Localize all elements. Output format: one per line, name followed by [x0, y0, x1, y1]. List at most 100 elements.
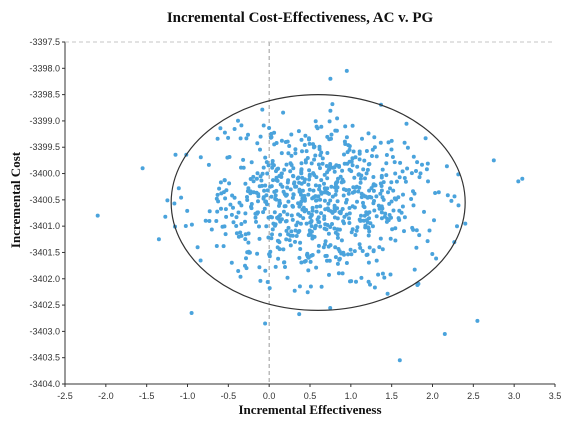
scatter-point	[425, 239, 430, 244]
scatter-point	[316, 162, 321, 167]
scatter-point	[257, 236, 262, 241]
scatter-point	[358, 176, 363, 181]
scatter-point	[265, 171, 270, 176]
scatter-point	[339, 180, 344, 185]
scatter-point	[237, 200, 242, 205]
scatter-point	[455, 224, 459, 229]
scatter-point	[319, 284, 324, 289]
scatter-point	[353, 233, 358, 237]
scatter-point	[332, 165, 337, 170]
scatter-point	[334, 188, 339, 193]
scatter-point	[300, 175, 305, 180]
scatter-point	[367, 162, 372, 166]
scatter-point	[326, 201, 331, 206]
scatter-point	[254, 219, 258, 224]
x-tick-label: 1.0	[345, 391, 358, 401]
scatter-point	[341, 193, 346, 198]
scatter-point	[312, 144, 317, 149]
scatter-point	[296, 129, 301, 134]
scatter-point	[271, 178, 275, 183]
x-tick-label: 3.0	[508, 391, 521, 401]
scatter-point	[378, 140, 383, 145]
scatter-point	[371, 248, 376, 253]
scatter-point	[325, 223, 330, 227]
scatter-point	[260, 107, 265, 112]
scatter-point	[264, 193, 269, 198]
scatter-point	[361, 204, 366, 209]
scatter-point	[371, 175, 376, 179]
scatter-point	[333, 128, 338, 133]
scatter-point	[185, 208, 190, 213]
scatter-point	[317, 184, 322, 188]
scatter-point	[354, 228, 359, 233]
scatter-point	[263, 183, 268, 188]
y-tick-label: -3403.5	[29, 353, 60, 363]
scatter-point	[347, 167, 352, 172]
scatter-point	[272, 130, 277, 135]
scatter-point	[344, 200, 348, 205]
scatter-point	[173, 152, 178, 157]
scatter-point	[172, 201, 177, 206]
scatter-point	[369, 195, 374, 200]
y-tick-label: -3404.0	[29, 379, 60, 389]
scatter-point	[394, 179, 399, 184]
scatter-point	[308, 215, 313, 220]
scatter-point	[394, 197, 398, 202]
scatter-point	[298, 240, 303, 245]
scatter-point	[456, 203, 461, 208]
scatter-point	[520, 176, 525, 181]
y-tick-label: -3398.5	[29, 90, 60, 100]
scatter-point	[412, 267, 417, 272]
scatter-point	[352, 175, 357, 180]
scatter-point	[288, 243, 293, 248]
scatter-point	[379, 204, 384, 209]
scatter-point	[328, 76, 333, 81]
scatter-point	[359, 213, 363, 218]
scatter-point	[299, 167, 304, 172]
scatter-point	[273, 264, 278, 269]
scatter-point	[329, 136, 333, 141]
scatter-point	[356, 189, 361, 194]
x-tick-label: -1.5	[139, 391, 155, 401]
scatter-point	[372, 208, 377, 213]
scatter-point	[195, 245, 200, 250]
scatter-point	[238, 230, 243, 235]
scatter-point	[269, 236, 274, 241]
scatter-point	[249, 206, 254, 211]
scatter-point	[310, 205, 315, 210]
scatter-point	[299, 137, 304, 142]
scatter-point	[261, 123, 266, 128]
scatter-point	[297, 187, 302, 192]
scatter-point	[323, 207, 328, 212]
scatter-point	[402, 215, 407, 220]
scatter-point	[352, 189, 357, 194]
x-tick-label: 2.0	[426, 391, 439, 401]
scatter-point	[300, 149, 304, 154]
scatter-point	[371, 182, 376, 187]
scatter-point	[368, 221, 373, 226]
scatter-point	[335, 185, 340, 190]
scatter-point	[332, 226, 337, 231]
scatter-point	[261, 196, 266, 201]
scatter-point	[370, 224, 375, 229]
scatter-point	[278, 219, 283, 224]
scatter-point	[249, 202, 254, 206]
scatter-point	[214, 219, 219, 223]
scatter-point	[333, 192, 338, 197]
scatter-point	[322, 172, 327, 177]
scatter-point	[414, 169, 418, 173]
scatter-point	[355, 199, 359, 204]
scatter-point	[299, 181, 304, 186]
scatter-point	[302, 193, 307, 198]
scatter-point	[246, 186, 251, 191]
scatter-point	[329, 184, 334, 189]
scatter-point	[279, 138, 284, 143]
scatter-point	[285, 185, 290, 190]
scatter-point	[370, 147, 375, 152]
scatter-point	[393, 171, 398, 176]
scatter-point	[256, 194, 261, 199]
scatter-point	[288, 187, 293, 192]
scatter-point	[282, 167, 287, 172]
scatter-point	[366, 233, 371, 238]
